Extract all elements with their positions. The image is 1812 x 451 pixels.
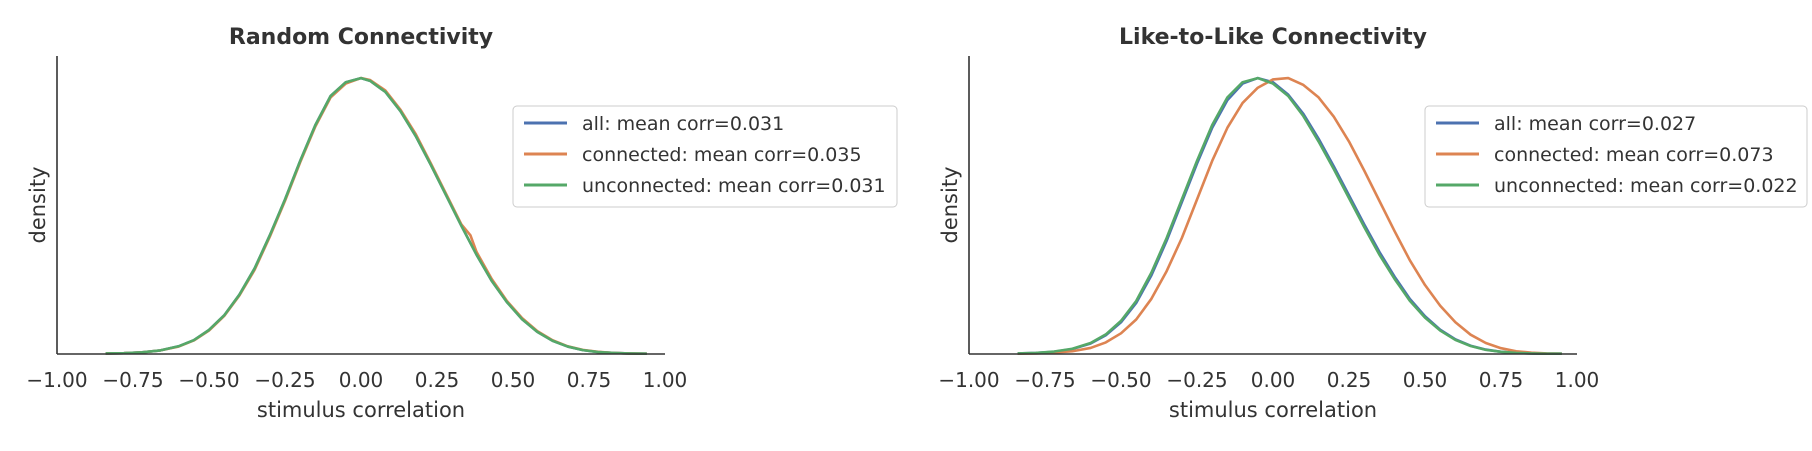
x-tick-label: −0.25 — [1166, 368, 1227, 392]
legend-frame — [1424, 105, 1808, 208]
x-tick-label: −0.50 — [178, 368, 239, 392]
legend: all: mean corr=0.027 connected: mean cor… — [1424, 105, 1808, 208]
x-tick-label: −0.75 — [1014, 368, 1075, 392]
chart-title: Random Connectivity — [229, 25, 493, 50]
legend-entry: all: mean corr=0.027 — [1494, 113, 1696, 135]
x-tick-label: 0.00 — [339, 368, 384, 392]
chart-panel-random: Random Connectivity density stimulus cor… — [26, 25, 898, 422]
legend-entry: unconnected: mean corr=0.022 — [1494, 175, 1798, 197]
series-line-unconnected — [105, 76, 647, 356]
x-tick-label: 1.00 — [1555, 368, 1600, 392]
x-tick-labels: −1.00 −0.75 −0.50 −0.25 0.00 0.25 0.50 0… — [938, 368, 1599, 392]
chart-panel-like-to-like: Like-to-Like Connectivity density stimul… — [938, 25, 1808, 422]
x-tick-label: −0.50 — [1090, 368, 1151, 392]
legend: all: mean corr=0.031 connected: mean cor… — [512, 105, 898, 208]
x-tick-label: 0.75 — [567, 368, 612, 392]
x-tick-labels: −1.00 −0.75 −0.50 −0.25 0.00 0.25 0.50 0… — [26, 368, 687, 392]
legend-entry: unconnected: mean corr=0.031 — [582, 175, 886, 197]
y-axis-label: density — [26, 167, 50, 244]
x-tick-label: 0.50 — [1403, 368, 1448, 392]
x-tick-label: −1.00 — [26, 368, 87, 392]
x-tick-label: 0.50 — [491, 368, 536, 392]
chart-title: Like-to-Like Connectivity — [1119, 25, 1427, 50]
y-axis-label: density — [938, 167, 962, 244]
x-axis-label: stimulus correlation — [1169, 398, 1377, 422]
x-axis-label: stimulus correlation — [257, 398, 465, 422]
x-tick-label: 0.25 — [1327, 368, 1372, 392]
series-line-connected — [1017, 76, 1562, 356]
x-tick-label: 1.00 — [643, 368, 688, 392]
legend-entry: connected: mean corr=0.035 — [582, 144, 862, 166]
legend-frame — [512, 105, 898, 208]
x-tick-label: 0.75 — [1479, 368, 1524, 392]
x-tick-label: −1.00 — [938, 368, 999, 392]
x-tick-label: 0.25 — [415, 368, 460, 392]
x-tick-label: −0.25 — [254, 368, 315, 392]
x-tick-label: 0.00 — [1251, 368, 1296, 392]
x-tick-label: −0.75 — [102, 368, 163, 392]
plot-area — [105, 76, 647, 356]
plot-area — [1017, 76, 1562, 356]
legend-entry: connected: mean corr=0.073 — [1494, 144, 1774, 166]
legend-entry: all: mean corr=0.031 — [582, 113, 784, 135]
series-line-unconnected — [1017, 76, 1562, 356]
